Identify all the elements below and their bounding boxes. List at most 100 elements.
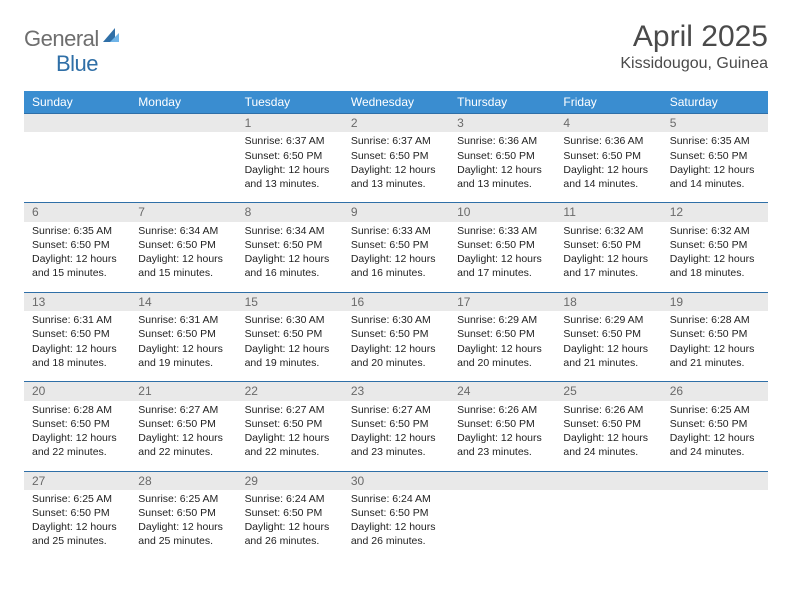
day-details: Sunrise: 6:35 AMSunset: 6:50 PMDaylight:… xyxy=(662,132,768,197)
day-details: Sunrise: 6:33 AMSunset: 6:50 PMDaylight:… xyxy=(449,222,555,287)
sunrise-line: Sunrise: 6:34 AM xyxy=(138,224,228,238)
daynum-cell: 2 xyxy=(343,114,449,133)
sunset-line: Sunset: 6:50 PM xyxy=(670,238,760,252)
daylight-line: Daylight: 12 hours and 23 minutes. xyxy=(457,431,547,459)
day-number: 11 xyxy=(555,203,661,221)
day-number: 20 xyxy=(24,382,130,400)
sunrise-line: Sunrise: 6:32 AM xyxy=(563,224,653,238)
daynum-cell: 19 xyxy=(662,292,768,311)
sunset-line: Sunset: 6:50 PM xyxy=(670,149,760,163)
daynum-cell: 18 xyxy=(555,292,661,311)
weekday-header: Thursday xyxy=(449,91,555,114)
sunrise-line: Sunrise: 6:25 AM xyxy=(670,403,760,417)
day-number: 22 xyxy=(237,382,343,400)
daylight-line: Daylight: 12 hours and 13 minutes. xyxy=(351,163,441,191)
day-details: Sunrise: 6:30 AMSunset: 6:50 PMDaylight:… xyxy=(343,311,449,376)
day-number: 17 xyxy=(449,293,555,311)
daylight-line: Daylight: 12 hours and 24 minutes. xyxy=(563,431,653,459)
sunset-line: Sunset: 6:50 PM xyxy=(670,417,760,431)
sunset-line: Sunset: 6:50 PM xyxy=(138,417,228,431)
day-number: 7 xyxy=(130,203,236,221)
day-details: Sunrise: 6:29 AMSunset: 6:50 PMDaylight:… xyxy=(449,311,555,376)
daylight-line: Daylight: 12 hours and 14 minutes. xyxy=(670,163,760,191)
details-cell: Sunrise: 6:27 AMSunset: 6:50 PMDaylight:… xyxy=(343,401,449,472)
day-number: 28 xyxy=(130,472,236,490)
details-cell: Sunrise: 6:27 AMSunset: 6:50 PMDaylight:… xyxy=(130,401,236,472)
weekday-header-row: Sunday Monday Tuesday Wednesday Thursday… xyxy=(24,91,768,114)
day-details: Sunrise: 6:30 AMSunset: 6:50 PMDaylight:… xyxy=(237,311,343,376)
daynum-cell: 15 xyxy=(237,292,343,311)
logo-sail-icon xyxy=(101,26,121,46)
weekday-header: Tuesday xyxy=(237,91,343,114)
daylight-line: Daylight: 12 hours and 15 minutes. xyxy=(138,252,228,280)
day-number: 4 xyxy=(555,114,661,132)
daynum-row: 6789101112 xyxy=(24,203,768,222)
details-row: Sunrise: 6:37 AMSunset: 6:50 PMDaylight:… xyxy=(24,132,768,203)
daynum-cell: 4 xyxy=(555,114,661,133)
details-cell: Sunrise: 6:35 AMSunset: 6:50 PMDaylight:… xyxy=(24,222,130,293)
day-details: Sunrise: 6:32 AMSunset: 6:50 PMDaylight:… xyxy=(662,222,768,287)
daynum-cell: 29 xyxy=(237,471,343,490)
daylight-line: Daylight: 12 hours and 22 minutes. xyxy=(32,431,122,459)
sunrise-line: Sunrise: 6:33 AM xyxy=(351,224,441,238)
daylight-line: Daylight: 12 hours and 19 minutes. xyxy=(245,342,335,370)
sunset-line: Sunset: 6:50 PM xyxy=(32,238,122,252)
details-cell: Sunrise: 6:31 AMSunset: 6:50 PMDaylight:… xyxy=(24,311,130,382)
day-details: Sunrise: 6:29 AMSunset: 6:50 PMDaylight:… xyxy=(555,311,661,376)
sunset-line: Sunset: 6:50 PM xyxy=(351,327,441,341)
sunset-line: Sunset: 6:50 PM xyxy=(32,506,122,520)
daynum-cell: 17 xyxy=(449,292,555,311)
day-details: Sunrise: 6:25 AMSunset: 6:50 PMDaylight:… xyxy=(130,490,236,555)
daylight-line: Daylight: 12 hours and 25 minutes. xyxy=(138,520,228,548)
sunrise-line: Sunrise: 6:34 AM xyxy=(245,224,335,238)
sunrise-line: Sunrise: 6:32 AM xyxy=(670,224,760,238)
details-cell: Sunrise: 6:34 AMSunset: 6:50 PMDaylight:… xyxy=(130,222,236,293)
daynum-cell: 9 xyxy=(343,203,449,222)
sunrise-line: Sunrise: 6:31 AM xyxy=(32,313,122,327)
daynum-cell: 8 xyxy=(237,203,343,222)
sunrise-line: Sunrise: 6:27 AM xyxy=(351,403,441,417)
daynum-row: 12345 xyxy=(24,114,768,133)
sunset-line: Sunset: 6:50 PM xyxy=(351,238,441,252)
details-cell xyxy=(24,132,130,203)
daylight-line: Daylight: 12 hours and 18 minutes. xyxy=(32,342,122,370)
details-cell: Sunrise: 6:33 AMSunset: 6:50 PMDaylight:… xyxy=(343,222,449,293)
weekday-header: Friday xyxy=(555,91,661,114)
sunrise-line: Sunrise: 6:25 AM xyxy=(32,492,122,506)
day-details: Sunrise: 6:28 AMSunset: 6:50 PMDaylight:… xyxy=(662,311,768,376)
day-details: Sunrise: 6:24 AMSunset: 6:50 PMDaylight:… xyxy=(343,490,449,555)
day-number: 13 xyxy=(24,293,130,311)
sunrise-line: Sunrise: 6:25 AM xyxy=(138,492,228,506)
daynum-cell: 23 xyxy=(343,382,449,401)
sunrise-line: Sunrise: 6:35 AM xyxy=(32,224,122,238)
details-cell: Sunrise: 6:32 AMSunset: 6:50 PMDaylight:… xyxy=(555,222,661,293)
details-cell: Sunrise: 6:32 AMSunset: 6:50 PMDaylight:… xyxy=(662,222,768,293)
details-row: Sunrise: 6:25 AMSunset: 6:50 PMDaylight:… xyxy=(24,490,768,560)
sunrise-line: Sunrise: 6:30 AM xyxy=(245,313,335,327)
sunset-line: Sunset: 6:50 PM xyxy=(245,149,335,163)
sunrise-line: Sunrise: 6:27 AM xyxy=(245,403,335,417)
details-cell: Sunrise: 6:37 AMSunset: 6:50 PMDaylight:… xyxy=(343,132,449,203)
daynum-cell: 27 xyxy=(24,471,130,490)
sunrise-line: Sunrise: 6:31 AM xyxy=(138,313,228,327)
sunset-line: Sunset: 6:50 PM xyxy=(245,238,335,252)
day-details: Sunrise: 6:27 AMSunset: 6:50 PMDaylight:… xyxy=(343,401,449,466)
day-number: 26 xyxy=(662,382,768,400)
month-title: April 2025 xyxy=(620,20,768,53)
details-cell: Sunrise: 6:27 AMSunset: 6:50 PMDaylight:… xyxy=(237,401,343,472)
logo: General xyxy=(24,26,101,52)
details-cell: Sunrise: 6:28 AMSunset: 6:50 PMDaylight:… xyxy=(24,401,130,472)
day-number: 30 xyxy=(343,472,449,490)
daynum-cell xyxy=(130,114,236,133)
daynum-cell: 21 xyxy=(130,382,236,401)
page: General April 2025 Kissidougou, Guinea B… xyxy=(0,0,792,612)
sunset-line: Sunset: 6:50 PM xyxy=(351,149,441,163)
details-cell xyxy=(662,490,768,560)
details-cell: Sunrise: 6:24 AMSunset: 6:50 PMDaylight:… xyxy=(237,490,343,560)
daynum-cell: 22 xyxy=(237,382,343,401)
daynum-cell: 6 xyxy=(24,203,130,222)
daynum-row: 27282930 xyxy=(24,471,768,490)
sunrise-line: Sunrise: 6:26 AM xyxy=(563,403,653,417)
details-cell: Sunrise: 6:36 AMSunset: 6:50 PMDaylight:… xyxy=(555,132,661,203)
day-number: 3 xyxy=(449,114,555,132)
